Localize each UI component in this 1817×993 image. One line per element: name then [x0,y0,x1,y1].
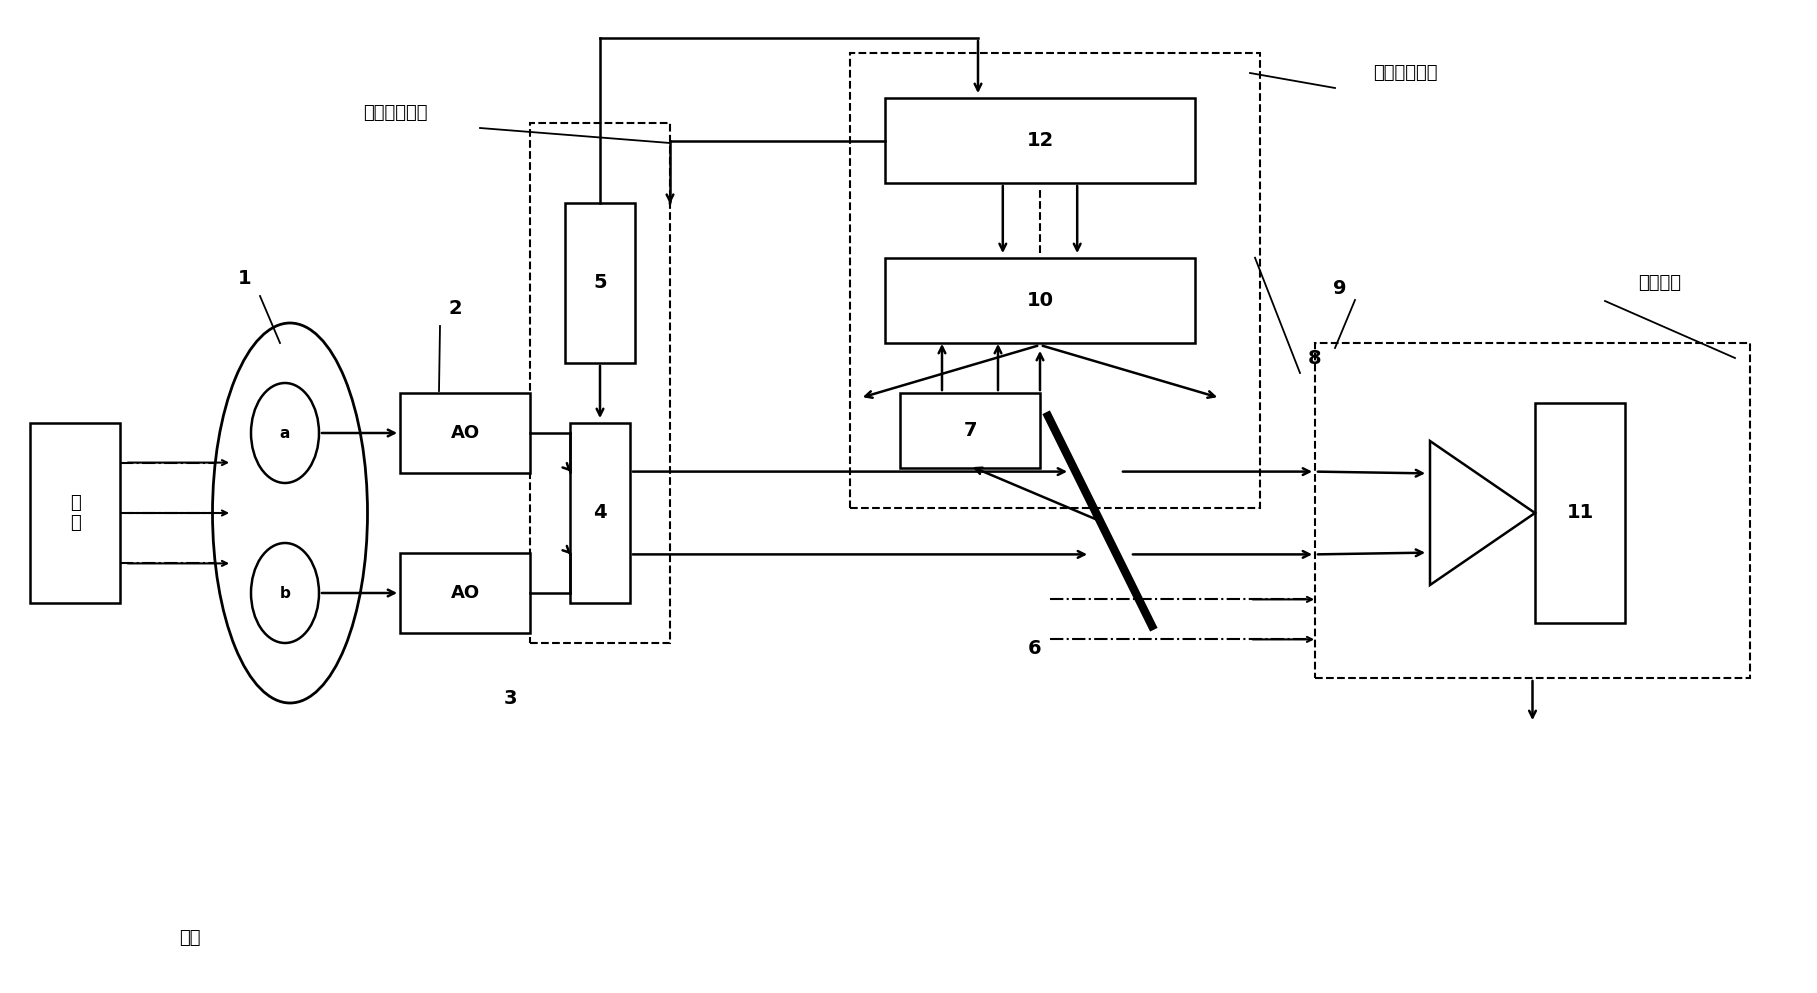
Ellipse shape [251,383,320,483]
Text: 3: 3 [503,688,516,707]
Text: AO: AO [451,584,480,602]
Bar [1316,343,1750,678]
Text: b: b [280,586,291,601]
Text: 10: 10 [1027,291,1054,310]
Text: 5: 5 [592,273,607,293]
Bar [1535,403,1624,623]
Ellipse shape [213,323,367,703]
Bar [531,123,670,643]
Bar [31,423,120,603]
Text: 成像模块: 成像模块 [1639,274,1681,292]
Text: 12: 12 [1027,131,1054,150]
Text: AO: AO [451,424,480,442]
Text: a: a [280,425,291,441]
Bar [885,258,1196,343]
Bar [899,393,1039,468]
Text: 9: 9 [1334,278,1346,298]
Bar [850,53,1259,508]
Text: 8: 8 [1308,349,1321,367]
Text: 2: 2 [449,299,462,318]
Text: 目
标: 目 标 [69,494,80,532]
Bar [400,393,531,473]
Text: 7: 7 [963,421,978,440]
Text: 4: 4 [592,503,607,522]
Bar [885,98,1196,183]
Bar [565,203,634,363]
Bar [400,553,531,633]
Text: 1: 1 [238,268,253,288]
Bar [571,423,630,603]
Text: 误差探测模块: 误差探测模块 [1374,64,1437,82]
Text: 大气: 大气 [180,929,200,947]
Ellipse shape [251,543,320,643]
Text: 误差补偿模块: 误差补偿模块 [363,104,427,122]
Text: 11: 11 [1566,503,1594,522]
Text: 6: 6 [1028,638,1041,657]
